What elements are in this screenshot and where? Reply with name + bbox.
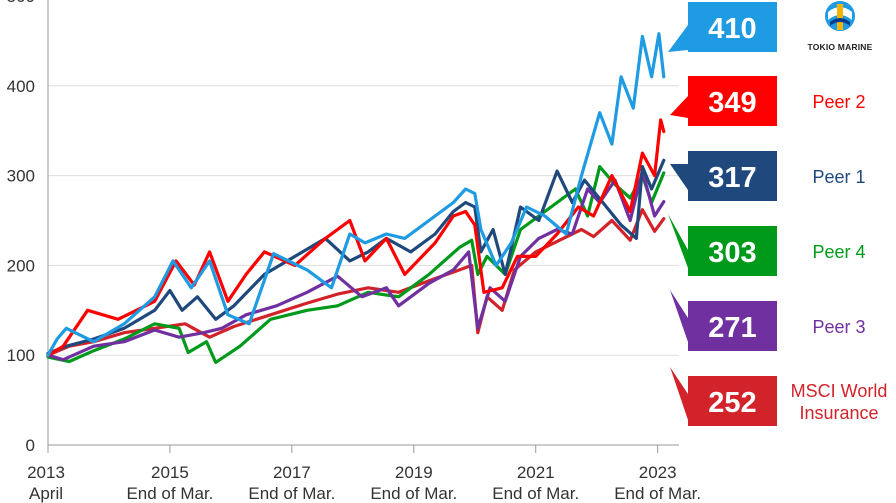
series-line-msci — [46, 208, 666, 357]
x-tick-label-year: 2019 — [395, 463, 433, 482]
series-line-peer3 — [46, 169, 666, 362]
series-name-msci: MSCI World — [791, 381, 888, 401]
series-name-peer3: Peer 3 — [812, 317, 865, 337]
logo-stripe — [837, 4, 843, 30]
logo-wordmark: TOKIO MARINE — [807, 42, 872, 52]
y-tick-label: 200 — [7, 256, 35, 275]
callout-pointer-tmhd — [668, 25, 688, 52]
x-tick-label-sub: End of Mar. — [248, 484, 335, 503]
callout-value-peer2: 349 — [708, 87, 756, 119]
y-tick-label: 400 — [7, 77, 35, 96]
y-tick-label: 300 — [7, 167, 35, 186]
series-lines — [46, 32, 666, 364]
series-line-peer4 — [46, 165, 666, 364]
tokio-marine-logo: TOKIO MARINE — [807, 1, 872, 52]
callout-value-msci: 252 — [708, 387, 756, 419]
x-tick-label-sub: April — [29, 484, 63, 503]
tokio-marine-logo-icon — [825, 1, 855, 31]
series-line-peer1 — [46, 158, 666, 355]
callout-box-peer4 — [688, 226, 777, 276]
callout-box-peer3 — [688, 301, 777, 351]
callout-value-tmhd: 410 — [708, 13, 756, 45]
y-tick-label: 100 — [7, 346, 35, 365]
x-tick-label-year: 2017 — [273, 463, 311, 482]
callout-box-peer1 — [688, 151, 777, 201]
callout-box-msci — [688, 376, 777, 426]
y-axis: 0 100 200 300 400 500 — [7, 0, 49, 455]
x-tick-label-sub: End of Mar. — [126, 484, 213, 503]
callout-value-peer3: 271 — [708, 312, 756, 344]
callout-value-peer4: 303 — [708, 237, 756, 269]
callout-box-tmhd — [688, 2, 777, 52]
callout-value-peer1: 317 — [708, 162, 756, 194]
callout-pointer-msci — [670, 367, 688, 420]
series-line-peer2 — [46, 118, 666, 357]
x-tick-label-sub: End of Mar. — [614, 484, 701, 503]
callout-pointer-peer3 — [670, 290, 688, 342]
callout-pointer-peer1 — [670, 164, 688, 190]
x-tick-label-year: 2023 — [639, 463, 677, 482]
x-tick-label-year: 2013 — [27, 463, 65, 482]
y-tick-label: 500 — [7, 0, 35, 6]
series-name-peer2: Peer 2 — [812, 92, 865, 112]
y-tick-label: 0 — [26, 436, 35, 455]
x-tick-label-sub: End of Mar. — [492, 484, 579, 503]
x-axis: 2013 April 2015 End of Mar. 2017 End of Mar. 2… — [27, 444, 701, 503]
grid-lines — [48, 85, 679, 356]
x-tick-label-sub: End of Mar. — [370, 484, 457, 503]
callout-box-peer2 — [688, 76, 777, 126]
callout-pointer-peer4 — [668, 214, 688, 268]
callout-pointer-peer2 — [670, 96, 688, 118]
series-name-peer1: Peer 1 — [812, 167, 865, 187]
series-name-msci: Insurance — [799, 403, 878, 423]
series-name-peer4: Peer 4 — [812, 242, 865, 262]
value-callouts: 410 349 Peer 2 317 Peer 1 303 Peer 4 271 Peer 3 2… — [668, 2, 887, 426]
x-tick-label-year: 2015 — [151, 463, 189, 482]
logo-band — [830, 18, 850, 26]
series-line-tmhd — [46, 32, 666, 357]
x-tick-label-year: 2021 — [517, 463, 555, 482]
